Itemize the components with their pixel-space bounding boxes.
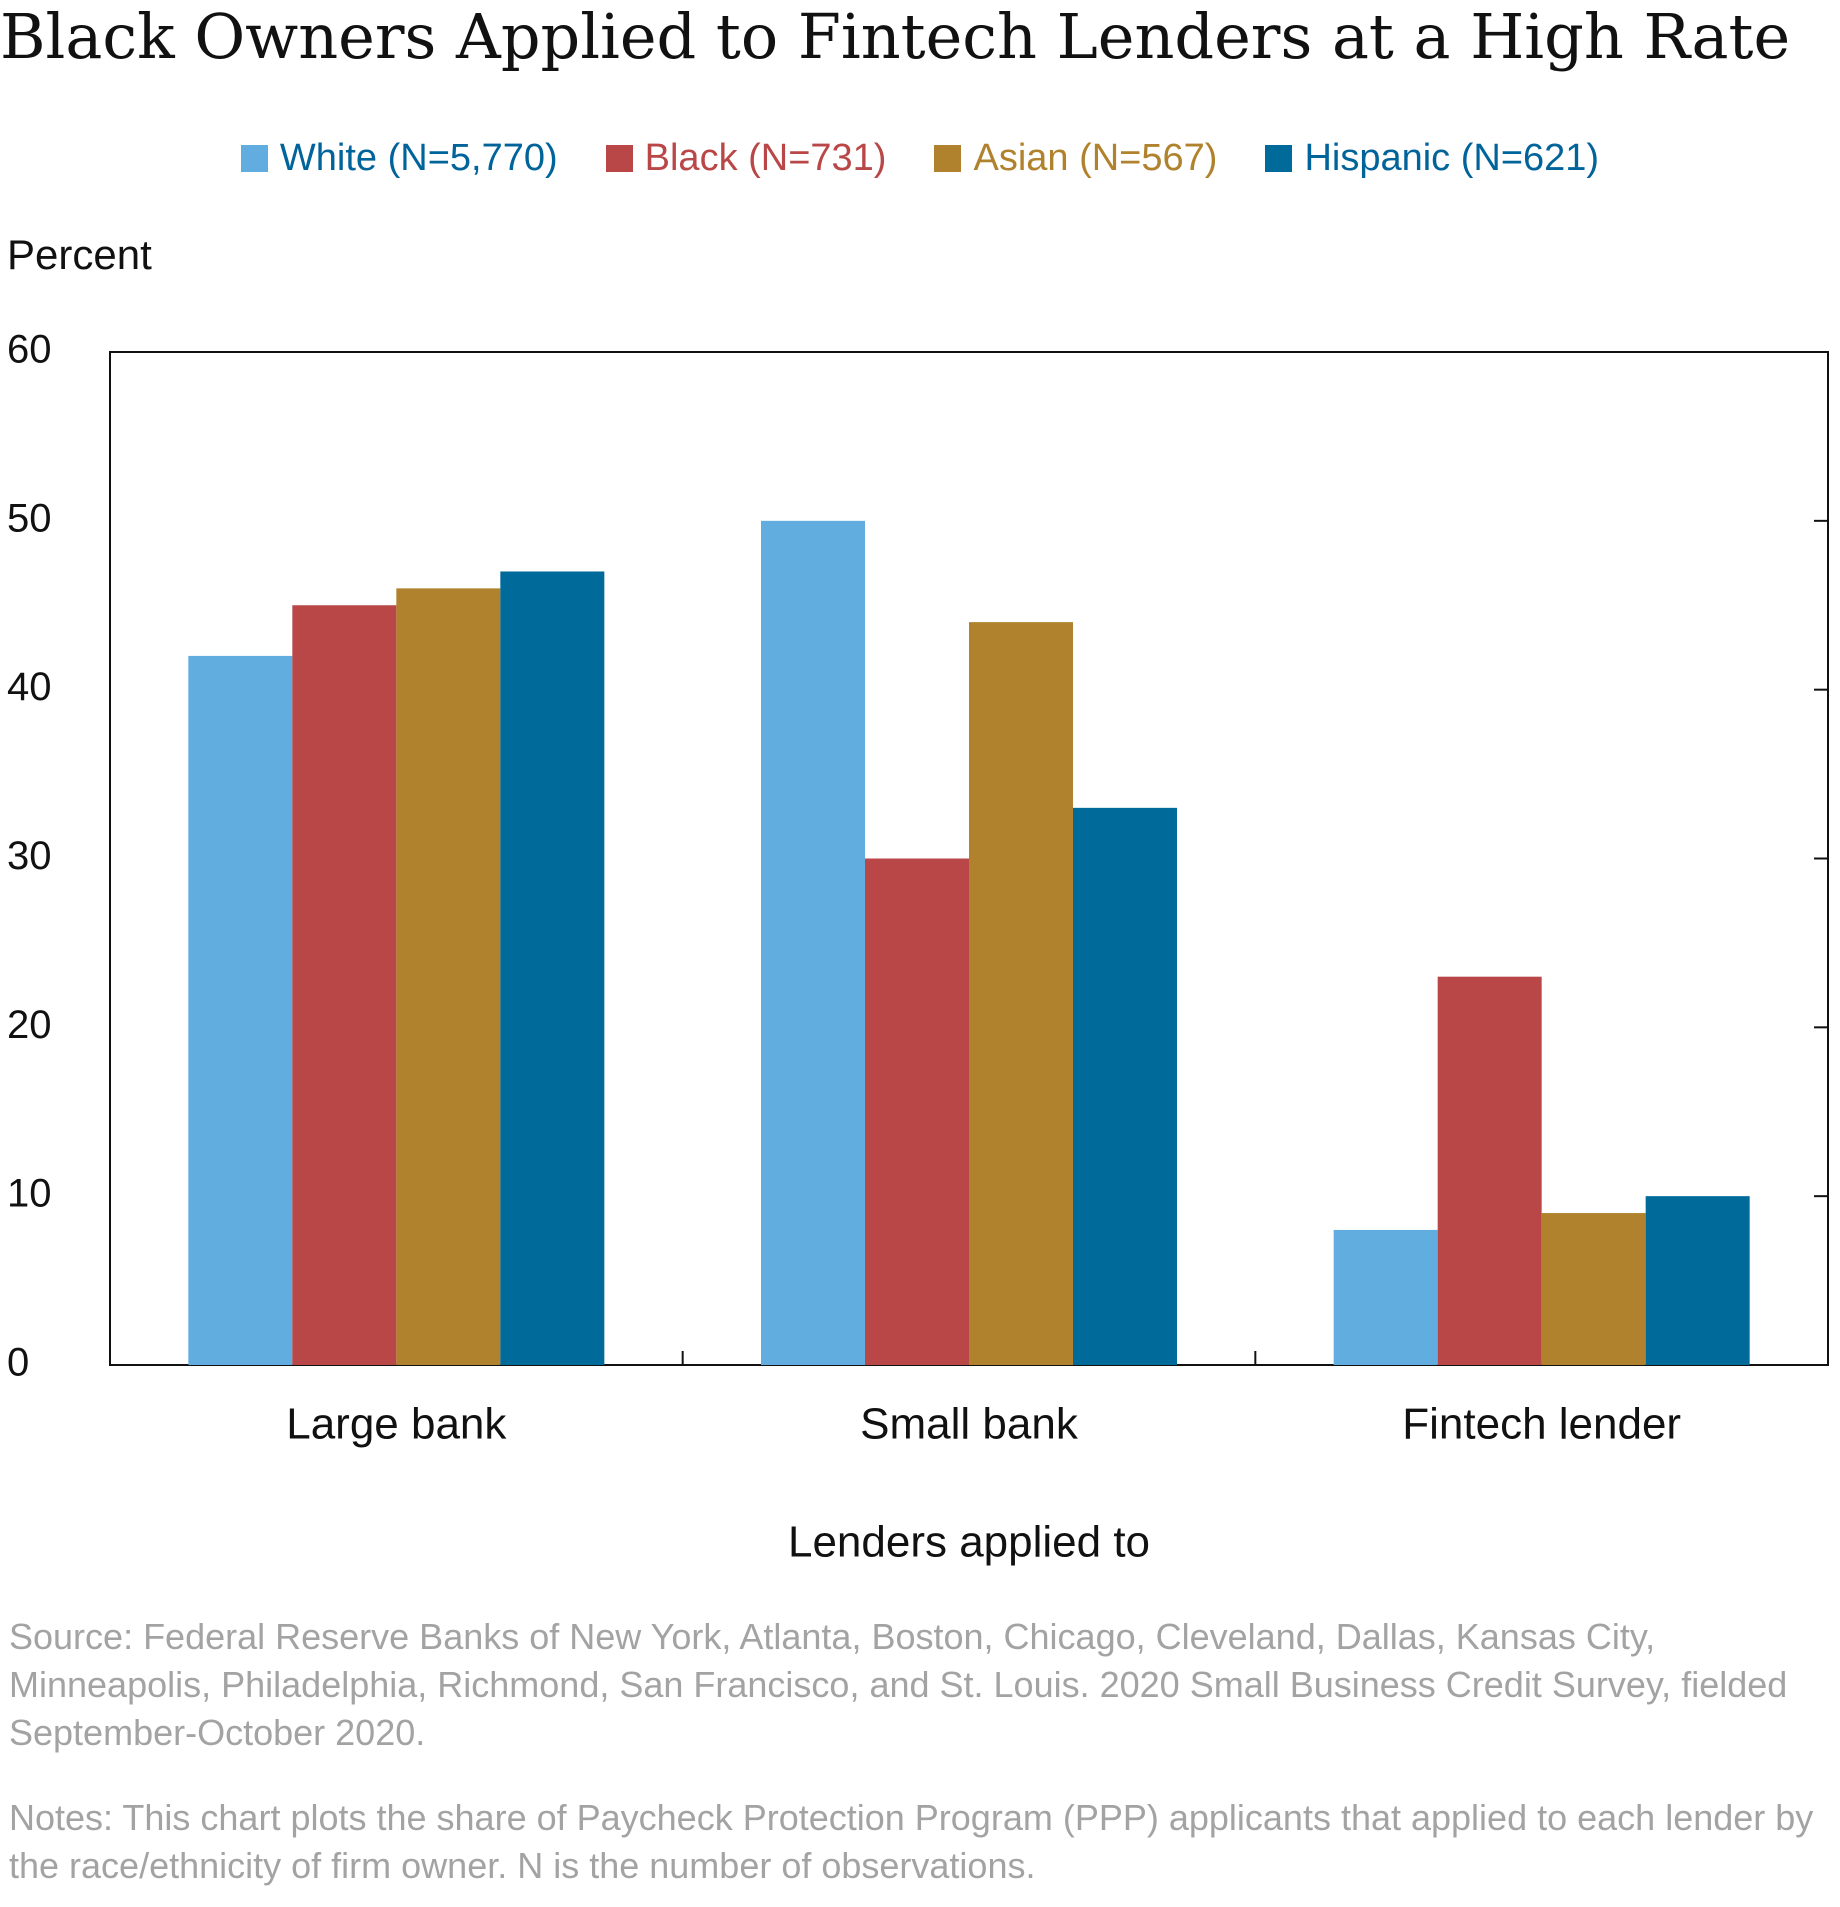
x-category-label: Fintech lender	[1402, 1400, 1681, 1449]
legend-swatch-asian	[934, 144, 962, 172]
y-axis-label: Percent	[7, 240, 152, 278]
legend-label-white: White (N=5,770)	[279, 136, 558, 179]
bar	[1073, 807, 1177, 1365]
bar	[865, 858, 969, 1365]
y-tick-label: 50	[7, 496, 52, 540]
legend-item-hispanic: Hispanic (N=621)	[1265, 137, 1599, 180]
legend-item-asian: Asian (N=567)	[934, 137, 1217, 180]
y-tick-label: 0	[7, 1341, 29, 1385]
bar	[1645, 1196, 1750, 1365]
legend-swatch-black	[605, 144, 633, 172]
bar	[292, 605, 397, 1365]
bar	[1437, 976, 1542, 1365]
legend-swatch-white	[240, 144, 268, 172]
x-axis-label: Lenders applied to	[788, 1518, 1150, 1567]
bar	[188, 655, 293, 1365]
y-tick-label: 10	[7, 1172, 52, 1216]
bar	[1333, 1229, 1438, 1365]
legend-swatch-hispanic	[1265, 144, 1293, 172]
y-tick-label: 30	[7, 834, 52, 878]
legend-label-hispanic: Hispanic (N=621)	[1304, 136, 1600, 179]
source-note: Source: Federal Reserve Banks of New Yor…	[9, 1616, 1788, 1753]
y-tick-label: 20	[7, 1003, 52, 1047]
legend-item-black: Black (N=731)	[605, 136, 887, 180]
bar	[1541, 1213, 1646, 1365]
bar	[761, 520, 865, 1365]
bar	[969, 622, 1073, 1365]
legend-label-black: Black (N=731)	[644, 136, 887, 179]
legend-label-asian: Asian (N=567)	[973, 136, 1218, 179]
y-tick-label: 40	[7, 665, 52, 709]
x-category-label: Small bank	[860, 1400, 1079, 1449]
bar-chart: Percent 0 10 20 30 40 50 60 Large bank Small bank…	[7, 240, 1829, 1567]
legend-item-white: White (N=5,770)	[240, 136, 558, 180]
bar	[500, 571, 605, 1365]
legend: White (N=5,770) Black (N=731) Asian (N=5…	[0, 133, 1840, 183]
bar	[396, 588, 501, 1365]
notes: Notes: This chart plots the share of Pay…	[9, 1797, 1814, 1886]
x-category-label: Large bank	[286, 1400, 507, 1449]
y-tick-label: 60	[7, 328, 52, 372]
chart-title: Black Owners Applied to Fintech Lenders …	[0, 0, 1791, 73]
